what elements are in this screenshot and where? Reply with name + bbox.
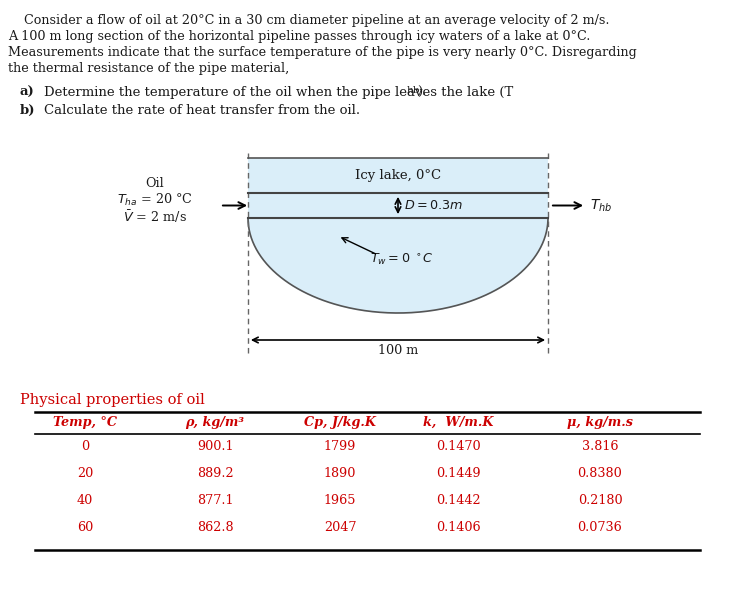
Text: 0.1442: 0.1442 xyxy=(436,494,480,507)
Text: Cp, J/kg.K: Cp, J/kg.K xyxy=(304,416,376,429)
Text: 0.1470: 0.1470 xyxy=(436,440,480,453)
Text: k,  W/m.K: k, W/m.K xyxy=(423,416,493,429)
Text: Physical properties of oil: Physical properties of oil xyxy=(20,393,205,407)
Text: 0.0736: 0.0736 xyxy=(578,521,622,534)
Text: the thermal resistance of the pipe material,: the thermal resistance of the pipe mater… xyxy=(8,62,289,75)
Text: 0.1406: 0.1406 xyxy=(436,521,480,534)
Text: μ, kg/m.s: μ, kg/m.s xyxy=(567,416,633,429)
Text: Calculate the rate of heat transfer from the oil.: Calculate the rate of heat transfer from… xyxy=(44,104,360,117)
Text: 889.2: 889.2 xyxy=(197,467,233,480)
Text: a): a) xyxy=(20,86,34,99)
Text: 1799: 1799 xyxy=(324,440,356,453)
Text: $T_{ha}$ = 20 °C: $T_{ha}$ = 20 °C xyxy=(117,192,193,208)
Text: 0.2180: 0.2180 xyxy=(578,494,622,507)
Polygon shape xyxy=(248,218,548,313)
Text: 1965: 1965 xyxy=(324,494,356,507)
Bar xyxy=(248,193,548,218)
Text: 900.1: 900.1 xyxy=(197,440,233,453)
Text: b): b) xyxy=(20,104,35,117)
Text: 3.816: 3.816 xyxy=(582,440,618,453)
Text: ).: ). xyxy=(417,86,426,99)
Text: 20: 20 xyxy=(77,467,93,480)
Text: Icy lake, 0°C: Icy lake, 0°C xyxy=(355,169,441,182)
Text: 40: 40 xyxy=(77,494,93,507)
Text: Temp, °C: Temp, °C xyxy=(53,416,117,429)
Text: hb: hb xyxy=(406,86,420,95)
Text: $\bar{V}$ = 2 m/s: $\bar{V}$ = 2 m/s xyxy=(123,208,187,224)
Text: 877.1: 877.1 xyxy=(197,494,233,507)
Text: 0.1449: 0.1449 xyxy=(436,467,480,480)
Text: 60: 60 xyxy=(77,521,93,534)
Bar xyxy=(248,158,548,193)
Text: $T_{hb}$: $T_{hb}$ xyxy=(590,197,612,214)
Text: 2047: 2047 xyxy=(324,521,356,534)
Text: A 100 m long section of the horizontal pipeline passes through icy waters of a l: A 100 m long section of the horizontal p… xyxy=(8,30,590,43)
Text: Oil: Oil xyxy=(145,177,164,190)
Text: 862.8: 862.8 xyxy=(197,521,233,534)
Text: Measurements indicate that the surface temperature of the pipe is very nearly 0°: Measurements indicate that the surface t… xyxy=(8,46,637,59)
Text: 0: 0 xyxy=(81,440,89,453)
Text: Consider a flow of oil at 20°C in a 30 cm diameter pipeline at an average veloci: Consider a flow of oil at 20°C in a 30 c… xyxy=(8,14,609,27)
Text: ρ, kg/m³: ρ, kg/m³ xyxy=(186,416,244,429)
Text: $T_w = 0\ ^\circ C$: $T_w = 0\ ^\circ C$ xyxy=(370,252,434,267)
Text: Determine the temperature of the oil when the pipe leaves the lake (T: Determine the temperature of the oil whe… xyxy=(44,86,513,99)
Text: $D = 0.3m$: $D = 0.3m$ xyxy=(404,199,463,212)
Text: 0.8380: 0.8380 xyxy=(578,467,622,480)
Text: 1890: 1890 xyxy=(324,467,356,480)
Text: 100 m: 100 m xyxy=(378,344,418,357)
